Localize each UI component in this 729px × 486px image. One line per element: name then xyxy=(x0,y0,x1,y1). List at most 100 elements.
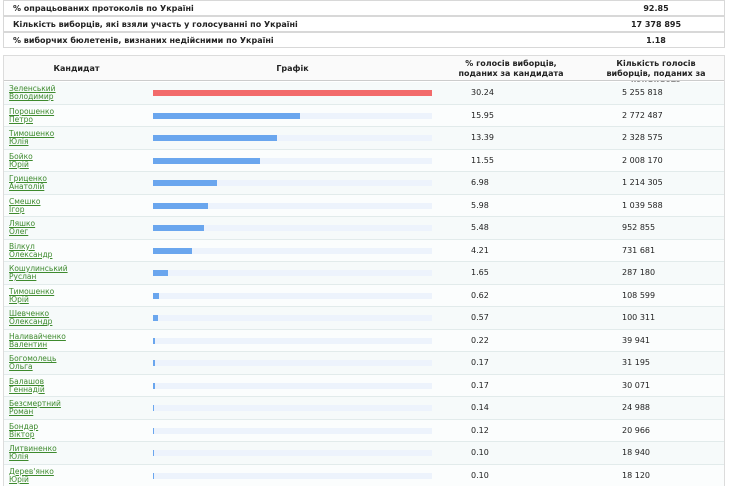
candidate-name-line[interactable]: Руслан xyxy=(9,272,37,281)
bar-track xyxy=(153,157,432,164)
candidate-name-line[interactable]: Олександр xyxy=(9,249,53,259)
candidate-name-line[interactable]: Зеленський xyxy=(9,84,56,93)
bar-track xyxy=(153,315,432,321)
votes: 100 311 xyxy=(622,313,656,322)
candidate-name-line[interactable]: Петро xyxy=(9,114,33,124)
percent: 0.17 xyxy=(471,380,489,390)
bar-track xyxy=(153,382,432,389)
candidate-name[interactable]: Зеленський Володимир xyxy=(9,85,56,101)
votes: 39 941 xyxy=(622,335,650,345)
candidate-name-line[interactable]: Геннадій xyxy=(9,384,45,394)
candidate-name-line[interactable]: Роман xyxy=(9,407,34,416)
summary-label: % опрацьованих протоколів по Україні xyxy=(13,4,194,13)
candidate-name[interactable]: Бондар Віктор xyxy=(9,421,39,439)
votes: 1 039 588 xyxy=(622,200,663,210)
candidate-name[interactable]: Тимошенко Юлія xyxy=(9,130,54,146)
bar xyxy=(153,270,169,276)
candidate-name-line[interactable]: Богомолець xyxy=(9,354,57,363)
summary-value: 92.85 xyxy=(643,4,669,13)
candidate-name-line[interactable]: Анатолій xyxy=(9,182,45,191)
votes: 24 988 xyxy=(622,403,650,412)
bar-track xyxy=(153,292,432,299)
candidate-row: Порошенко Петро 15.95 2 772 487 xyxy=(4,104,724,127)
candidate-name[interactable]: Порошенко Петро xyxy=(9,106,55,124)
votes: 20 966 xyxy=(622,425,650,435)
votes: 1 214 305 xyxy=(622,178,663,187)
votes: 731 681 xyxy=(622,245,656,255)
bar xyxy=(153,135,277,141)
candidate-name-line[interactable]: Олег xyxy=(9,227,29,236)
candidate-name-line[interactable]: Валентин xyxy=(9,339,48,349)
candidate-row: Дерев'янко Юрій 0.10 18 120 xyxy=(4,464,724,486)
candidate-name[interactable]: Литвиненко Юлія xyxy=(9,445,57,461)
results-table: Кандидат Графік % голосів виборців, подани… xyxy=(3,55,725,486)
candidate-name-line[interactable]: Бойко xyxy=(9,151,33,161)
candidate-name-line[interactable]: Тимошенко xyxy=(9,129,55,138)
candidate-name-line[interactable]: Вілкул xyxy=(9,241,35,251)
candidate-name[interactable]: Шевченко Олександр xyxy=(9,310,52,326)
candidate-row: Смешко Ігор 5.98 1 039 588 xyxy=(4,194,724,217)
votes: 287 180 xyxy=(622,268,656,277)
candidate-name-line[interactable]: Балашов xyxy=(9,376,45,386)
column-header: % голосів виборців, поданих за кандидата xyxy=(458,59,564,78)
candidate-name-line[interactable]: Тимошенко xyxy=(9,286,55,296)
candidate-name[interactable]: Безсмертний Роман xyxy=(9,400,61,416)
votes: 5 255 818 xyxy=(622,88,663,97)
candidate-name-line[interactable]: Кошулинський xyxy=(9,264,68,273)
bar xyxy=(153,315,159,321)
votes: 108 599 xyxy=(622,290,656,300)
candidate-name[interactable]: Смешко Ігор xyxy=(9,196,41,214)
bar-track xyxy=(153,225,432,231)
candidate-row: Тимошенко Юлія 13.39 2 328 575 xyxy=(4,127,724,150)
candidate-name[interactable]: Дерев'янко Юрій xyxy=(9,466,54,484)
percent: 0.62 xyxy=(471,290,489,300)
candidate-name[interactable]: Богомолець Ольга xyxy=(9,355,56,371)
candidate-row: Кошулинський Руслан 1.65 287 180 xyxy=(4,262,724,285)
candidate-name-line[interactable]: Юлія xyxy=(9,452,29,461)
candidate-name-line[interactable]: Юрій xyxy=(9,294,29,304)
bar-track xyxy=(153,337,432,344)
bar xyxy=(153,225,204,231)
candidate-name-line[interactable]: Олександр xyxy=(9,317,53,326)
bar xyxy=(153,337,156,344)
candidate-name-line[interactable]: Гриценко xyxy=(9,174,47,183)
bar-track xyxy=(153,427,432,434)
candidate-name-line[interactable]: Ольга xyxy=(9,362,33,371)
candidate-name-line[interactable]: Бондар xyxy=(9,421,39,431)
header-row: Кандидат Графік % голосів виборців, подани… xyxy=(4,56,724,88)
candidate-name[interactable]: Кошулинський Руслан xyxy=(9,265,68,281)
candidate-name[interactable]: Вілкул Олександр xyxy=(9,241,53,259)
candidate-name-line[interactable]: Ігор xyxy=(9,204,25,214)
candidate-name-line[interactable]: Наливайченко xyxy=(9,331,66,341)
candidate-row: Богомолець Ольга 0.17 31 195 xyxy=(4,352,724,375)
candidate-name-line[interactable]: Ляшко xyxy=(9,219,36,228)
candidate-name-line[interactable]: Віктор xyxy=(9,429,35,439)
candidate-row: Бойко Юрій 11.55 2 008 170 xyxy=(4,149,724,172)
candidate-name-line[interactable]: Юрій xyxy=(9,474,29,484)
bar xyxy=(153,157,260,164)
percent: 0.22 xyxy=(471,335,489,345)
percent: 11.55 xyxy=(471,155,494,165)
candidate-name-line[interactable]: Безсмертний xyxy=(9,399,61,408)
summary-value: 17 378 895 xyxy=(630,20,682,29)
candidate-name-line[interactable]: Володимир xyxy=(9,92,54,101)
candidate-name[interactable]: Бойко Юрій xyxy=(9,151,33,169)
candidate-name[interactable]: Гриценко Анатолій xyxy=(9,175,47,191)
candidate-row: Вілкул Олександр 4.21 731 681 xyxy=(4,239,724,262)
candidate-row: Шевченко Олександр 0.57 100 311 xyxy=(4,307,724,330)
percent: 30.24 xyxy=(471,88,494,97)
candidate-name[interactable]: Ляшко Олег xyxy=(9,220,35,236)
candidate-name-line[interactable]: Юлія xyxy=(9,137,29,146)
candidate-name[interactable]: Наливайченко Валентин xyxy=(9,331,66,349)
candidate-name-line[interactable]: Литвиненко xyxy=(9,444,57,453)
bar xyxy=(153,247,192,254)
candidate-name[interactable]: Балашов Геннадій xyxy=(9,376,45,394)
votes: 31 195 xyxy=(622,358,650,367)
candidate-name-line[interactable]: Порошенко xyxy=(9,106,55,116)
candidate-row: Балашов Геннадій 0.17 30 071 xyxy=(4,374,724,397)
candidate-name-line[interactable]: Смешко xyxy=(9,196,41,206)
candidate-name[interactable]: Тимошенко Юрій xyxy=(9,286,55,304)
candidate-name-line[interactable]: Шевченко xyxy=(9,309,50,318)
candidate-name-line[interactable]: Юрій xyxy=(9,159,29,169)
candidate-name-line[interactable]: Дерев'янко xyxy=(9,466,54,476)
